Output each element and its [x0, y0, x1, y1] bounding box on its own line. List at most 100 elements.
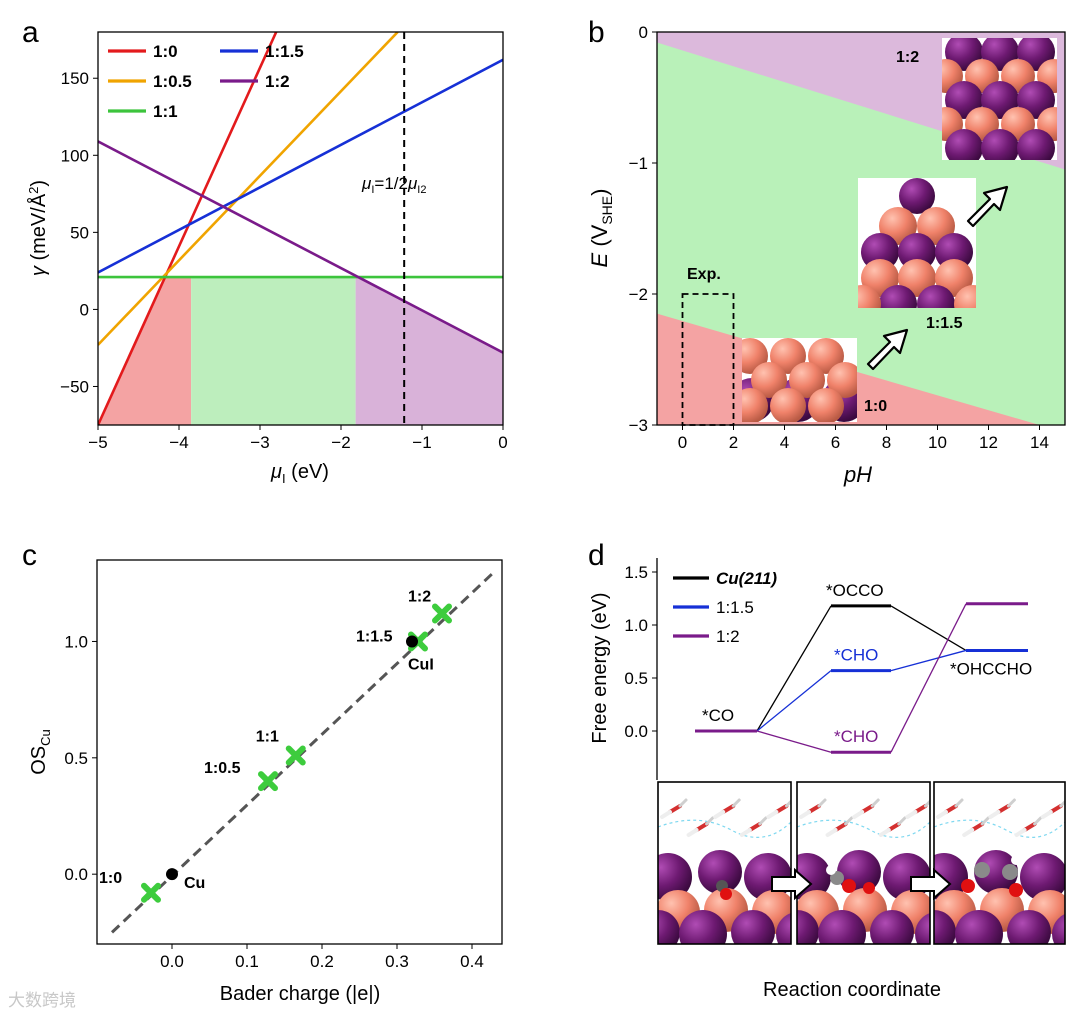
snapshot-border [796, 781, 931, 945]
y-tick-label: 50 [70, 223, 89, 242]
hbond-network [934, 819, 1065, 838]
y-tick-label: −50 [60, 377, 89, 396]
panel-a-chart: −5 −4 −3 −2 −1 0 −50 0 50 100 150 1:0 1:0.5 1:1 1:1.5… [26, 31, 508, 486]
water-h-bond [817, 798, 827, 808]
legend-label: 1:1.5 [716, 598, 754, 617]
reference-label: CuI [408, 656, 434, 673]
water-h-bond [852, 810, 865, 819]
copper-atom [858, 285, 881, 308]
iodine-atom [698, 850, 742, 894]
adsorbate-atom [720, 888, 732, 900]
energy-connector [756, 605, 832, 732]
panel-a-xlabel: μI (eV) [270, 461, 329, 486]
water-h-bond [739, 828, 752, 837]
energy-connector [756, 730, 832, 753]
water-h-bond [905, 810, 918, 819]
state-label-cho-1-2: *CHO [834, 727, 878, 746]
water-h-bond [1014, 828, 1027, 837]
panel-label-d: d [588, 539, 605, 572]
legend-label: 1:0.5 [153, 72, 192, 91]
copper-atom [770, 388, 806, 422]
point-label: 1:0 [99, 870, 122, 887]
iodine-atom [1007, 910, 1051, 944]
panel-c-xlabel: Bader charge (|e|) [220, 983, 380, 1005]
snapshot-arrow-1 [771, 867, 813, 901]
water-h-bond [825, 828, 838, 837]
x-tick-label: −2 [331, 433, 350, 452]
exp-box [681, 293, 735, 426]
iodine-atom [658, 910, 680, 944]
iodine-atom [1020, 853, 1065, 901]
panel-a-frame [97, 31, 504, 426]
energy-connector [890, 603, 967, 753]
snapshot-content [658, 782, 791, 944]
water-h-bond [686, 828, 699, 837]
iodine-atom [679, 910, 727, 944]
panel-b-chart: 0 2 4 6 8 10 12 14 0 −1 −2 −3 Exp. 1:0 1:1.5 1:2 pH… [587, 23, 1066, 487]
panel-a-ylabel: γ (meV/Å2) [26, 180, 50, 276]
series-line-1-1-5 [98, 58, 503, 274]
series-line-1-2 [98, 140, 503, 354]
cell-atoms [942, 38, 1057, 160]
x-tick-label: 12 [979, 433, 998, 452]
y-tick-label: 0.5 [624, 669, 648, 688]
water-h-bond [799, 810, 811, 819]
y-tick-label: 150 [61, 69, 89, 88]
iodine-atom [945, 129, 983, 160]
panel-d-ylabel: Free energy (eV) [589, 592, 611, 743]
region-1-1 [191, 277, 356, 425]
structure-1-2 [942, 38, 1057, 160]
panel-c-frame [96, 559, 503, 945]
hbond-network [658, 819, 791, 838]
iodine-atom [934, 910, 956, 944]
x-tick-label: 0.2 [310, 952, 334, 971]
water-h-bond [870, 798, 880, 808]
cell-atoms [742, 338, 857, 422]
x-marker [258, 771, 278, 792]
structure-label-1-1-5: 1:1.5 [926, 315, 963, 332]
structure-label-1-2: 1:2 [896, 49, 919, 66]
iodine-atom [658, 853, 692, 901]
water-h-bond [878, 828, 891, 837]
legend-label: 1:2 [265, 72, 290, 91]
water-h-bond [1040, 810, 1053, 819]
reference-point [166, 868, 178, 881]
arrow-1-to-1-5 [866, 328, 909, 371]
x-tick-label: −4 [169, 433, 188, 452]
x-tick-label: 0 [678, 433, 687, 452]
water-h-bond [936, 810, 948, 819]
structure-label-1-0: 1:0 [864, 398, 887, 415]
water-h-bond [758, 816, 768, 826]
y-tick-label: 100 [61, 146, 89, 165]
copper-atom [954, 285, 976, 308]
structure-1-0 [742, 338, 857, 422]
water-h-bond [660, 810, 672, 819]
adsorbate-atom [830, 871, 844, 885]
structure-1-1-5 [858, 178, 976, 308]
x-tick-label: −5 [88, 433, 107, 452]
copper-atom [808, 338, 844, 374]
exp-label: Exp. [687, 266, 721, 283]
panel-b-xlabel: pH [843, 462, 872, 487]
panel-label-a: a [22, 16, 39, 49]
point-label: 1:1 [256, 728, 279, 745]
energy-connector [890, 649, 967, 672]
x-tick-label: 2 [729, 433, 738, 452]
snapshot-ohccho [933, 781, 1066, 945]
iodine-atom [1017, 129, 1055, 160]
panel-c-ylabel: OSCu [28, 729, 53, 775]
copper-atom [808, 388, 844, 422]
panel-b-ylabel: E (VSHE) [587, 189, 615, 268]
y-tick-label: 1.0 [624, 616, 648, 635]
iodine-atom [955, 910, 1003, 944]
state-label-co: *CO [702, 706, 734, 725]
iodine-atom [1052, 913, 1065, 944]
panel-label-b: b [588, 16, 605, 49]
legend-label: 1:0 [153, 42, 178, 61]
x-marker [285, 745, 306, 766]
water-h-bond [897, 816, 907, 826]
adsorbate-atom [863, 882, 875, 894]
y-tick-label: 0.0 [64, 865, 88, 884]
x-marker [141, 882, 161, 903]
x-tick-label: 0.0 [160, 952, 184, 971]
